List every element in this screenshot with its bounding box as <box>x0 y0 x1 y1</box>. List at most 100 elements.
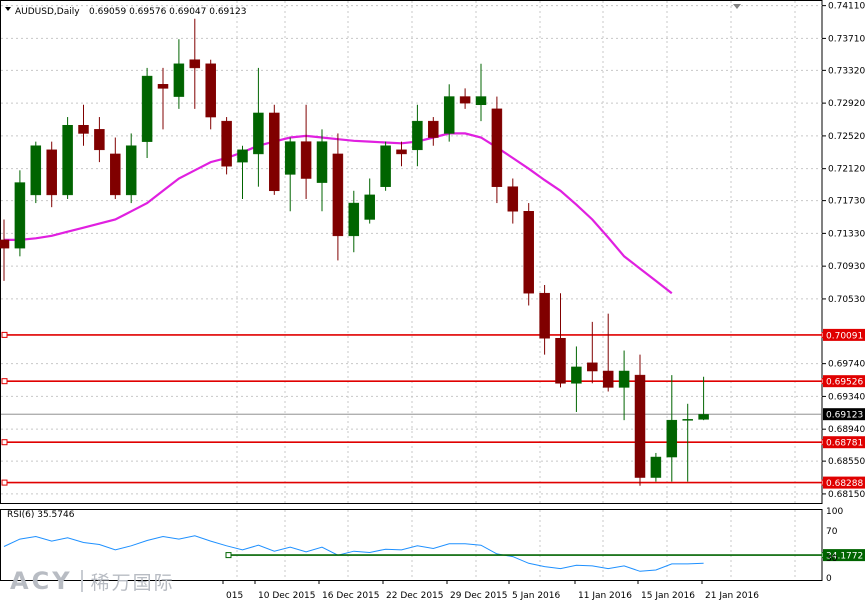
current-price-tag <box>823 408 865 421</box>
level-handle-icon[interactable] <box>1 378 8 385</box>
bear-candle <box>634 374 646 478</box>
bull-candle <box>698 414 709 420</box>
bear-candle <box>110 153 121 196</box>
candles <box>0 18 709 486</box>
bear-candle <box>396 149 407 155</box>
logo-subtext: 稀万国际 <box>90 571 175 594</box>
date-tick-label: 21 Jan 2016 <box>705 591 759 601</box>
level-price-tag <box>823 436 865 449</box>
bull-candle <box>666 419 678 458</box>
horizontal-levels[interactable] <box>1 331 828 486</box>
bear-candle <box>300 141 312 179</box>
price-tick-label: 0.68940 <box>828 425 865 435</box>
rsi-tick-label: 100 <box>826 507 843 517</box>
bull-candle <box>30 145 42 196</box>
bull-candle <box>650 456 662 478</box>
level-price-label: 0.70091 <box>826 331 863 341</box>
price-tick-label: 0.68150 <box>828 490 865 500</box>
bear-candle <box>46 149 57 196</box>
level-price-tag <box>823 476 865 489</box>
level-handle-icon[interactable] <box>1 331 8 338</box>
bear-candle <box>428 120 439 138</box>
price-tick-label: 0.70530 <box>828 295 865 305</box>
bull-candle <box>475 96 487 106</box>
level-price-tag <box>823 375 865 388</box>
bear-candle <box>491 108 503 187</box>
price-tick-label: 0.68550 <box>828 457 865 467</box>
price-tick-label: 0.71730 <box>828 197 865 207</box>
bull-candle <box>14 182 26 249</box>
date-tick-label: 22 Dec 2015 <box>386 591 444 601</box>
main-pane-border <box>0 0 823 504</box>
date-tick-label: 5 Jan 2016 <box>512 591 560 601</box>
brand-logo: ACY 稀万国际 <box>10 566 175 596</box>
bull-candle <box>618 370 630 388</box>
bear-candle <box>157 84 169 89</box>
bear-candle <box>205 63 216 118</box>
bull-candle <box>682 419 693 421</box>
bull-candle <box>173 63 185 97</box>
level-handle-icon[interactable] <box>1 479 8 486</box>
bear-candle <box>555 337 566 384</box>
price-tick-label: 0.73320 <box>828 66 865 76</box>
rsi-line <box>3 535 704 572</box>
grid <box>0 0 823 581</box>
level-handle-icon[interactable] <box>1 439 8 446</box>
bear-candle <box>507 186 519 212</box>
chart-header: AUDUSD,Daily 0.69059 0.69576 0.69047 0.6… <box>5 4 741 520</box>
level-price-label: 0.68288 <box>826 479 863 489</box>
date-tick-label: 10 Dec 2015 <box>258 591 316 601</box>
bear-candle <box>523 211 534 294</box>
price-tick-label: 0.71330 <box>828 229 865 239</box>
date-tick-label: 15 Jan 2016 <box>641 591 695 601</box>
bear-candle <box>539 292 550 339</box>
date-tick-label: 11 Jan 2016 <box>578 591 632 601</box>
bull-candle <box>412 120 423 151</box>
rsi-tick-label: 30 <box>826 554 838 564</box>
rsi-pane-border <box>0 509 823 581</box>
bull-candle <box>62 124 73 196</box>
bull-candle <box>141 75 153 142</box>
logo-text: ACY <box>10 567 73 595</box>
price-tick-label: 0.74110 <box>828 2 865 12</box>
bull-candle <box>253 112 264 155</box>
rsi-level-tag <box>823 549 865 562</box>
bull-candle <box>364 194 375 220</box>
bear-candle <box>78 124 89 134</box>
rsi-tick-label: 70 <box>826 527 838 537</box>
bear-candle <box>94 129 105 151</box>
date-tick-label: 29 Dec 2015 <box>450 591 508 601</box>
bear-candle <box>0 239 10 249</box>
level-price-label: 0.69526 <box>826 378 863 388</box>
bull-candle <box>125 145 137 196</box>
bull-candle <box>316 141 328 183</box>
price-tick-label: 0.70930 <box>828 262 865 272</box>
ohlc-readout: 0.69059 0.69576 0.69047 0.69123 <box>89 7 246 17</box>
shift-marker-icon[interactable] <box>733 4 741 9</box>
bear-candle <box>189 59 201 69</box>
bear-candle <box>602 370 614 388</box>
level-price-label: 0.68781 <box>826 439 863 449</box>
bear-candle <box>459 96 471 104</box>
price-tick-label: 0.69740 <box>828 360 865 370</box>
bear-candle <box>221 120 232 167</box>
rsi-label: RSI(6) 35.5746 <box>7 510 75 520</box>
collapse-arrow-icon[interactable] <box>5 7 11 11</box>
bull-candle <box>443 96 455 134</box>
level-price-tag <box>823 328 865 341</box>
current-price-label: 0.69123 <box>826 411 863 421</box>
rsi-level-handle-icon[interactable] <box>225 552 232 559</box>
axes: 0.74110 0.73710 0.73320 0.72920 0.72520 0.721… <box>222 2 865 601</box>
price-tick-label: 0.72120 <box>828 165 865 175</box>
date-tick-label: 16 Dec 2015 <box>322 591 380 601</box>
bear-candle <box>269 112 280 192</box>
price-tick-label: 0.69340 <box>828 392 865 402</box>
symbol-title: AUDUSD,Daily <box>15 7 80 17</box>
price-tick-label: 0.72920 <box>828 99 865 109</box>
bear-candle <box>587 362 598 372</box>
bear-candle <box>332 153 344 237</box>
bull-candle <box>284 141 296 175</box>
bull-candle <box>237 149 248 163</box>
